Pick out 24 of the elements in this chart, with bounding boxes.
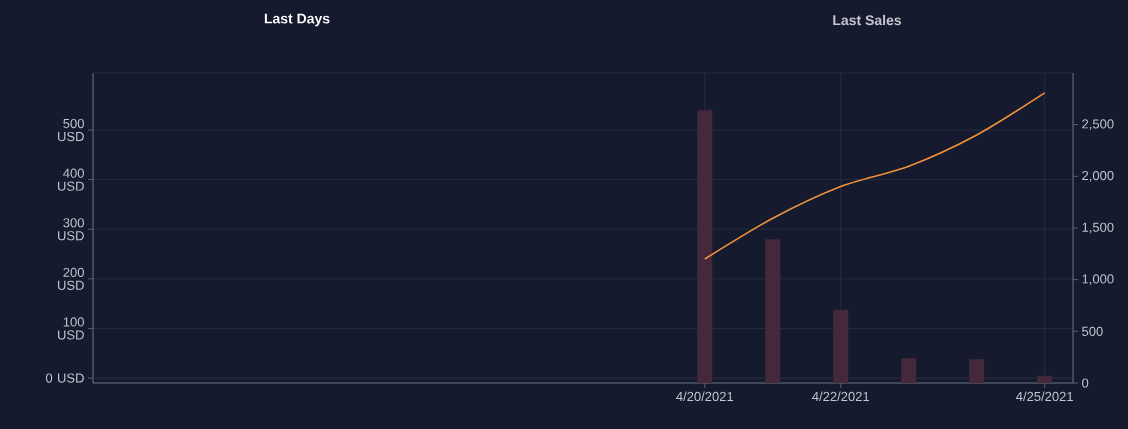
x-tick-label: 4/20/2021 xyxy=(676,391,734,402)
y-tick-label: 500 USD xyxy=(58,118,84,142)
text: Last Sales xyxy=(833,14,902,26)
y2-tick-label: 1,000 xyxy=(1082,274,1114,286)
bar xyxy=(765,239,781,383)
y-tick-label: 300 USD xyxy=(58,218,84,241)
y2-tick-label: 0 xyxy=(1082,378,1089,388)
y2-tick-label: 2,000 xyxy=(1082,170,1114,182)
bar xyxy=(1037,375,1053,383)
y-tick-label: 200 USD xyxy=(58,267,84,290)
y2-tick-label: 500 xyxy=(1082,326,1103,336)
x-tick-label: 4/25/2021 xyxy=(1016,391,1073,402)
y-tick-label: 100 USD xyxy=(58,317,84,340)
bar xyxy=(833,309,849,383)
y2-tick-label: 1,500 xyxy=(1082,222,1114,234)
bar xyxy=(969,359,985,383)
y-tick-label: 400 USD xyxy=(58,168,84,191)
bar xyxy=(697,110,713,383)
bar xyxy=(901,358,917,383)
text: Last Days xyxy=(264,13,330,27)
y-tick-label: 0 USD xyxy=(45,373,84,383)
y2-tick-label: 2,500 xyxy=(1082,119,1114,131)
x-tick-label: 4/22/2021 xyxy=(812,391,870,402)
line-series xyxy=(704,92,1046,260)
